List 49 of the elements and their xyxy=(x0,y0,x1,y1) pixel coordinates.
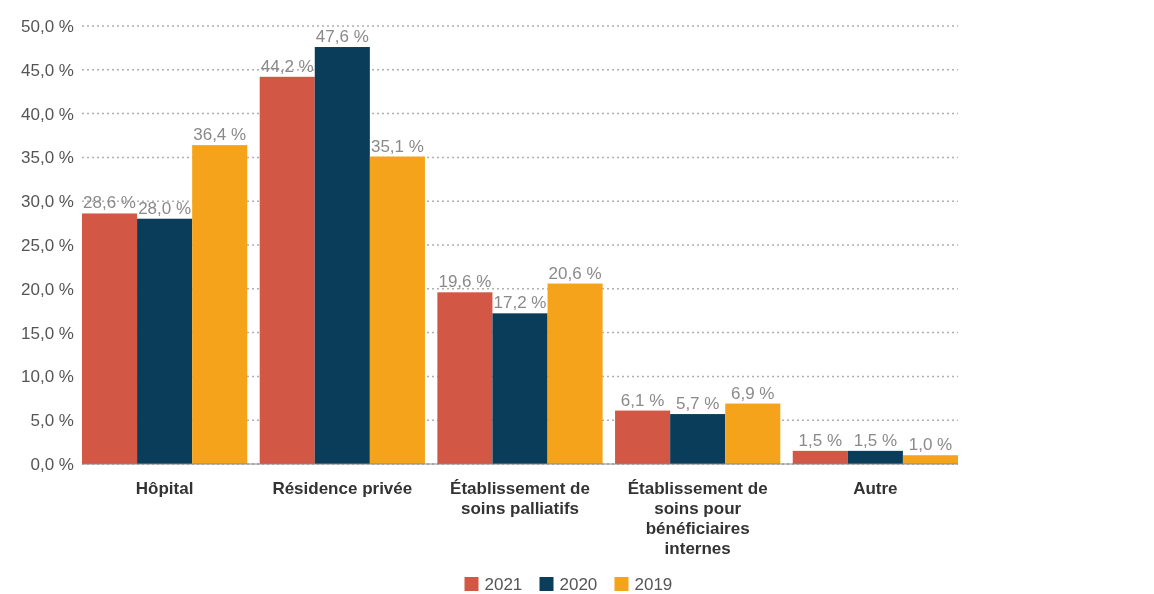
legend-label: 2019 xyxy=(634,574,673,594)
bar xyxy=(670,414,726,464)
bar xyxy=(369,156,425,464)
bar xyxy=(437,292,493,464)
legend-label: 2021 xyxy=(484,574,523,594)
data-label: 36,4 % xyxy=(193,125,247,145)
bar xyxy=(314,47,370,464)
bar xyxy=(792,450,848,464)
y-tick-label: 10,0 % xyxy=(21,367,74,387)
data-label: 28,0 % xyxy=(138,198,192,218)
data-label: 17,2 % xyxy=(493,293,547,313)
data-label: 19,6 % xyxy=(438,272,492,292)
data-label: 5,7 % xyxy=(675,394,720,414)
bar xyxy=(492,313,548,464)
bar xyxy=(192,145,248,464)
x-tick-label: Autre xyxy=(853,479,898,498)
bar xyxy=(547,283,603,464)
bar xyxy=(82,213,138,464)
data-label: 20,6 % xyxy=(548,263,602,283)
data-label: 1,5 % xyxy=(798,430,843,450)
bar xyxy=(137,218,193,464)
data-label: 6,9 % xyxy=(731,383,775,403)
data-label: 1,5 % xyxy=(853,430,898,450)
data-label: 1,0 % xyxy=(908,435,953,455)
y-tick-label: 15,0 % xyxy=(21,323,74,343)
bar xyxy=(615,410,671,464)
x-tick-label: Établissement de soins pour bénéficiaires internes xyxy=(627,479,768,558)
bar xyxy=(259,76,315,464)
y-tick-label: 35,0 % xyxy=(21,148,74,168)
y-tick-label: 5,0 % xyxy=(30,411,74,431)
y-tick-label: 25,0 % xyxy=(21,235,74,255)
x-tick-label: Résidence privée xyxy=(272,479,413,498)
data-label: 47,6 % xyxy=(315,27,369,47)
data-label: 28,6 % xyxy=(83,193,137,213)
y-tick-label: 20,0 % xyxy=(21,279,74,299)
bar xyxy=(725,403,781,464)
data-label: 6,1 % xyxy=(620,390,665,410)
x-tick-label: Établissement de soins palliatifs xyxy=(450,479,590,518)
data-label: 35,1 % xyxy=(370,136,424,156)
y-tick-label: 40,0 % xyxy=(21,104,74,124)
bar xyxy=(902,455,958,464)
y-tick-label: 30,0 % xyxy=(21,192,74,212)
legend-label: 2020 xyxy=(559,574,598,594)
x-tick-label: Hôpital xyxy=(135,479,194,498)
y-tick-label: 45,0 % xyxy=(21,60,74,80)
y-tick-label: 50,0 % xyxy=(21,16,74,36)
bar xyxy=(847,450,903,464)
y-tick-label: 0,0 % xyxy=(30,454,74,474)
data-label: 44,2 % xyxy=(260,56,314,76)
